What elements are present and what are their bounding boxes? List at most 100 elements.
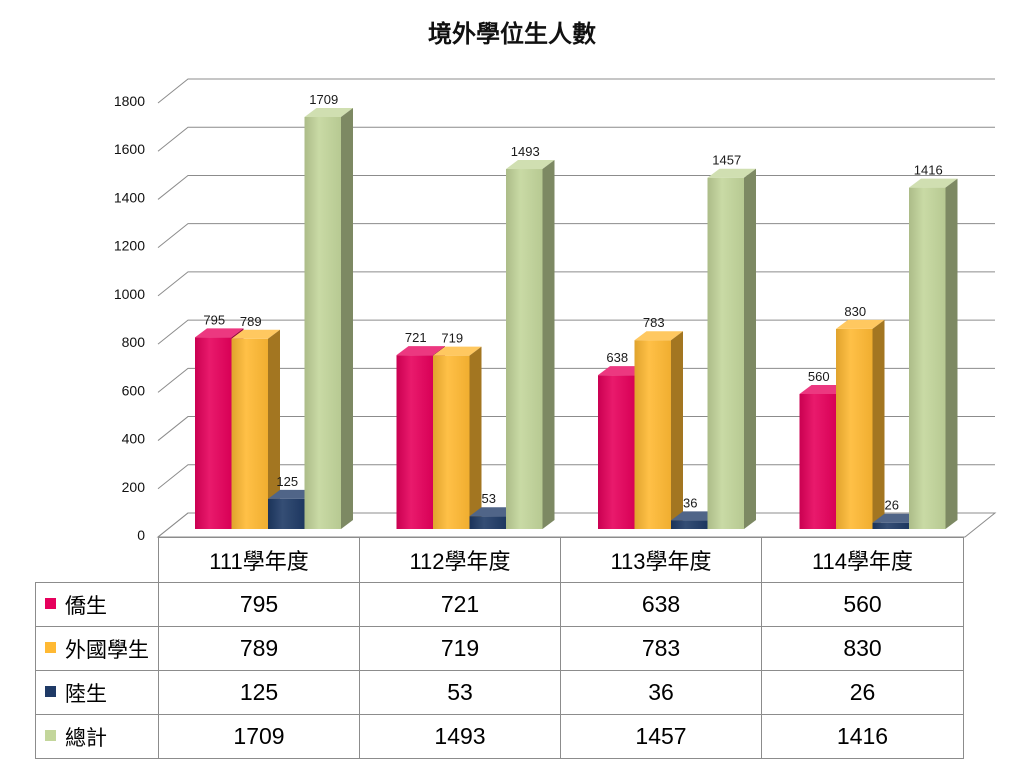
bar-series-2-category-2	[433, 346, 482, 529]
data-label-series-2-category-4: 830	[844, 304, 866, 319]
bar-top-face	[433, 346, 482, 356]
y-tick-label: 1000	[114, 286, 145, 302]
y-axis-tick-labels: 0 200 400 600 800 1000 1200 1400 1600 1800	[114, 93, 145, 540]
data-label-series-1-category-2: 721	[405, 330, 427, 345]
y-tick-label: 200	[122, 479, 146, 495]
category-header: 113學年度	[560, 537, 762, 583]
bars	[195, 107, 958, 530]
y-gridline	[157, 126, 995, 152]
y-gridline	[157, 174, 995, 200]
data-label-series-2-category-2: 719	[441, 331, 463, 346]
data-label-series-1-category-1: 795	[203, 312, 225, 327]
category-header: 114學年度	[761, 537, 964, 583]
table-cell: 638	[560, 582, 762, 627]
bar-side-face	[268, 329, 280, 529]
legend-swatch	[45, 686, 56, 698]
table-cell: 1457	[560, 714, 762, 759]
bar-top-face	[909, 178, 958, 188]
y-gridline	[157, 223, 995, 249]
bar-front-face	[872, 522, 909, 529]
table-cell: 1709	[158, 714, 360, 759]
bar-front-face	[909, 187, 946, 529]
y-tick-label: 1600	[114, 141, 145, 157]
series-name: 僑生	[65, 594, 107, 618]
bar-front-face	[634, 340, 671, 529]
data-label-series-3-category-2: 53	[482, 491, 496, 506]
legend-cell: 總計	[35, 714, 159, 759]
y-tick-label: 600	[122, 382, 146, 398]
bar-series-4-category-3	[707, 168, 756, 529]
bar-side-face	[469, 346, 482, 529]
bar-side-face	[744, 168, 756, 529]
table-corner-cell	[35, 537, 159, 583]
table-cell: 125	[158, 670, 360, 715]
table-cell: 721	[359, 582, 561, 627]
data-label-series-3-category-4: 26	[885, 498, 899, 513]
data-label-series-4-category-1: 1709	[309, 92, 338, 107]
bar-top-face	[304, 107, 353, 117]
data-label-series-4-category-2: 1493	[511, 144, 540, 159]
bar-top-face	[836, 319, 885, 329]
series-name: 總計	[65, 726, 107, 750]
y-tick-label: 1400	[114, 189, 145, 205]
legend-cell: 僑生	[35, 582, 159, 627]
series-name: 陸生	[65, 682, 107, 706]
bar-series-4-category-2	[506, 160, 555, 529]
bar-side-face	[542, 160, 555, 529]
bar-top-face	[671, 511, 720, 521]
bar-front-face	[506, 169, 543, 529]
table-row: 外國學生 789 719 783 830	[35, 626, 964, 671]
legend-cell: 陸生	[35, 670, 159, 715]
y-tick-label: 1200	[114, 238, 145, 254]
bar-top-face	[469, 507, 518, 517]
table-header-row: 111學年度 112學年度 113學年度 114學年度	[35, 537, 964, 583]
table-cell: 830	[761, 626, 964, 671]
table-cell: 1493	[359, 714, 561, 759]
legend-swatch	[45, 642, 56, 654]
bar-front-face	[231, 338, 268, 529]
data-label-series-3-category-1: 125	[276, 474, 298, 489]
bar-series-2-category-4	[836, 319, 885, 529]
table-cell: 783	[560, 626, 762, 671]
table-row: 總計 1709 1493 1457 1416	[35, 714, 964, 759]
bar-front-face	[268, 498, 305, 529]
y-gridline	[157, 78, 995, 104]
bar-front-face	[433, 355, 470, 529]
bar-series-4-category-4	[909, 178, 958, 529]
y-tick-label: 400	[122, 431, 146, 447]
legend-swatch	[45, 730, 56, 742]
data-labels: 795 789 125 1709 721 719 53 1493 638 783 36 1457 560…	[203, 92, 942, 513]
y-tick-label: 0	[137, 527, 145, 540]
y-gridline	[157, 271, 995, 297]
data-label-series-2-category-1: 789	[240, 314, 262, 329]
table-cell: 560	[761, 582, 964, 627]
bar-front-face	[195, 337, 232, 529]
bar-front-face	[598, 375, 635, 529]
data-label-series-1-category-3: 638	[606, 350, 628, 365]
bar-top-face	[396, 346, 445, 356]
legend-swatch	[45, 598, 56, 610]
table-row: 陸生 125 53 36 26	[35, 670, 964, 715]
bar-side-face	[945, 178, 958, 529]
table-cell: 36	[560, 670, 762, 715]
bar-front-face	[304, 116, 341, 530]
data-label-series-2-category-3: 783	[643, 315, 665, 330]
table-cell: 789	[158, 626, 360, 671]
chart-data-table: 111學年度 112學年度 113學年度 114學年度 僑生 795 721 6…	[35, 537, 964, 759]
bar-side-face	[872, 319, 885, 529]
bar-top-face	[506, 160, 555, 170]
bar-front-face	[396, 355, 433, 529]
bar-top-face	[231, 329, 280, 339]
chart-title: 境外學位生人數	[428, 21, 596, 48]
bar-front-face	[671, 520, 708, 529]
legend-cell: 外國學生	[35, 626, 159, 671]
bar-top-face	[634, 331, 683, 341]
data-label-series-1-category-4: 560	[808, 369, 830, 384]
y-tick-label: 800	[122, 334, 146, 350]
table-cell: 795	[158, 582, 360, 627]
bar-series-4-category-1	[304, 107, 353, 530]
bar-series-2-category-1	[231, 329, 280, 529]
bar-top-face	[799, 384, 848, 394]
bar-front-face	[469, 516, 506, 529]
table-cell: 719	[359, 626, 561, 671]
